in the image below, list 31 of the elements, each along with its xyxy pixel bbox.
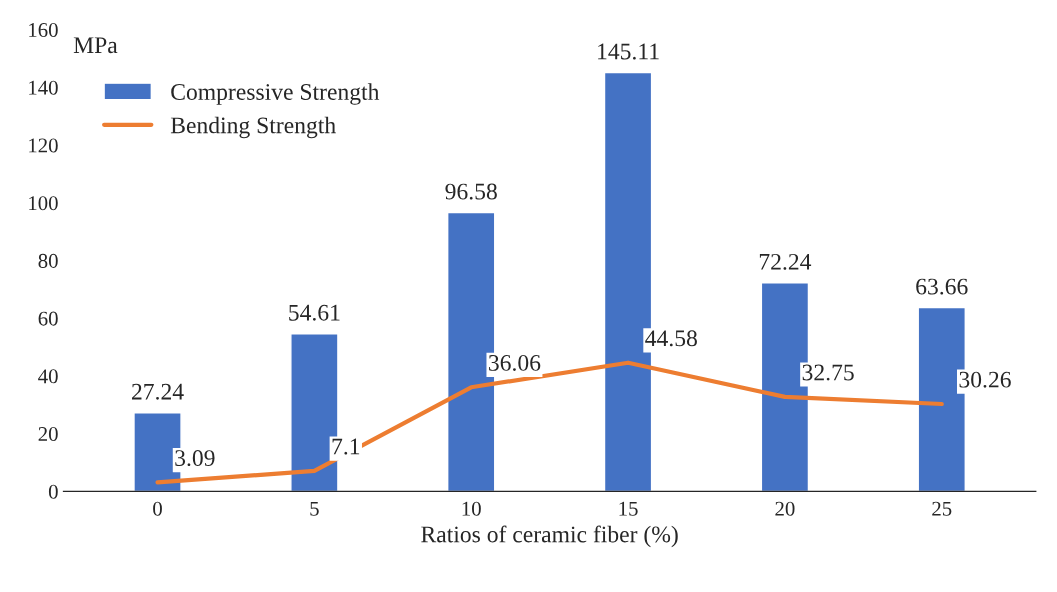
legend-label: Bending Strength	[170, 116, 336, 139]
data-label: 7.1	[332, 438, 360, 455]
x-tick-label: 15	[619, 501, 638, 516]
y-tick-label: 20	[38, 427, 58, 442]
data-label: 54.61	[289, 304, 340, 321]
y-tick-label: 100	[29, 196, 58, 211]
y-tick-label: 160	[29, 22, 58, 38]
y-axis-title: MPa	[73, 37, 118, 54]
y-tick-label: 60	[38, 311, 58, 326]
data-label: 3.09	[175, 450, 215, 467]
y-tick-label: 120	[29, 138, 58, 153]
x-tick-label: 25	[932, 501, 952, 516]
data-label: 72.24	[759, 253, 812, 270]
x-tick-label: 20	[775, 501, 795, 516]
data-label: 36.06	[489, 354, 541, 371]
x-tick-label: 0	[153, 501, 162, 516]
y-tick-label: 0	[48, 484, 58, 499]
data-label: 32.75	[802, 364, 854, 381]
data-label: 30.26	[959, 371, 1011, 388]
data-label: 63.66	[916, 278, 968, 295]
data-label: 27.24	[132, 383, 184, 400]
x-tick-label: 5	[310, 501, 319, 516]
data-label: 44.58	[645, 330, 697, 347]
data-label: 96.58	[445, 183, 497, 200]
y-tick-label: 40	[38, 369, 58, 384]
y-tick-label: 80	[38, 253, 58, 268]
legend-label: Compressive Strength	[171, 83, 380, 105]
x-axis-title: Ratios of ceramic fiber (%)	[421, 525, 678, 548]
data-label: 145.11	[598, 43, 659, 60]
x-tick-label: 10	[462, 501, 481, 516]
y-tick-label: 140	[29, 80, 58, 95]
